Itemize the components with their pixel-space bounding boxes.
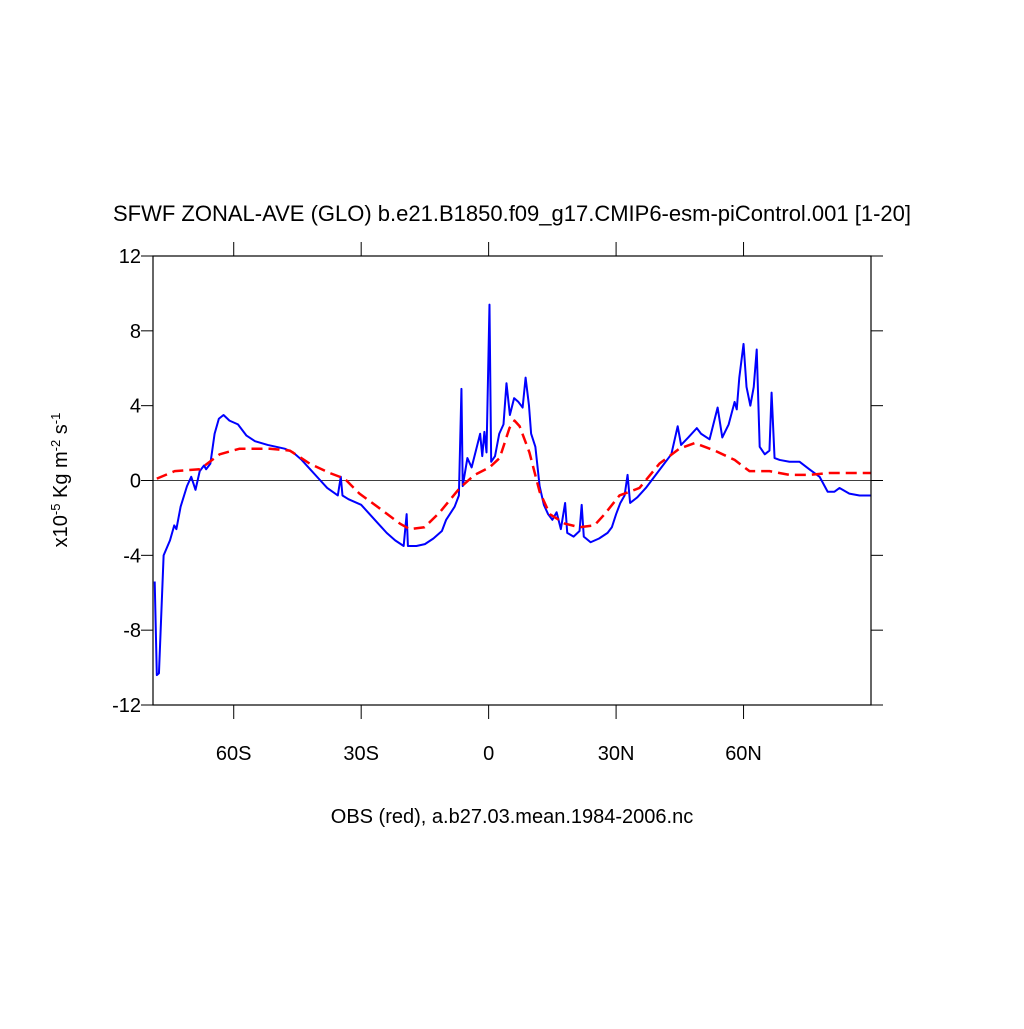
y-tick-label: 12 xyxy=(119,246,141,268)
y-tick-label: 0 xyxy=(130,471,141,493)
y-tick-label: -8 xyxy=(123,620,141,642)
y-tick-label: 4 xyxy=(130,396,141,418)
x-tick-label: 60S xyxy=(216,743,252,765)
y-tick-label: -4 xyxy=(123,545,141,567)
y-axis-label-superscript: -2 xyxy=(48,440,63,452)
x-tick-label: 0 xyxy=(483,743,494,765)
data-line xyxy=(156,419,871,531)
y-axis-label-part: Kg m xyxy=(50,451,72,503)
y-axis-label: x10-5 Kg m-2 s-1 xyxy=(48,413,73,548)
x-tick-label: 60N xyxy=(725,743,762,765)
y-tick-label: 8 xyxy=(130,321,141,343)
chart-title: SFWF ZONAL-AVE (GLO) b.e21.B1850.f09_g17… xyxy=(113,201,911,226)
y-axis-label-part: x10 xyxy=(50,515,72,547)
plot-frame xyxy=(152,255,872,706)
x-axis-label: OBS (red), a.b27.03.mean.1984-2006.nc xyxy=(331,806,693,828)
y-axis-label-superscript: -5 xyxy=(48,504,63,516)
y-axis-label-part: s xyxy=(50,424,72,440)
data-line xyxy=(153,303,871,677)
x-tick-label: 30N xyxy=(598,743,635,765)
x-tick-label: 30S xyxy=(343,743,379,765)
y-tick-label: -12 xyxy=(112,695,141,717)
y-axis-label-superscript: -1 xyxy=(48,413,63,425)
